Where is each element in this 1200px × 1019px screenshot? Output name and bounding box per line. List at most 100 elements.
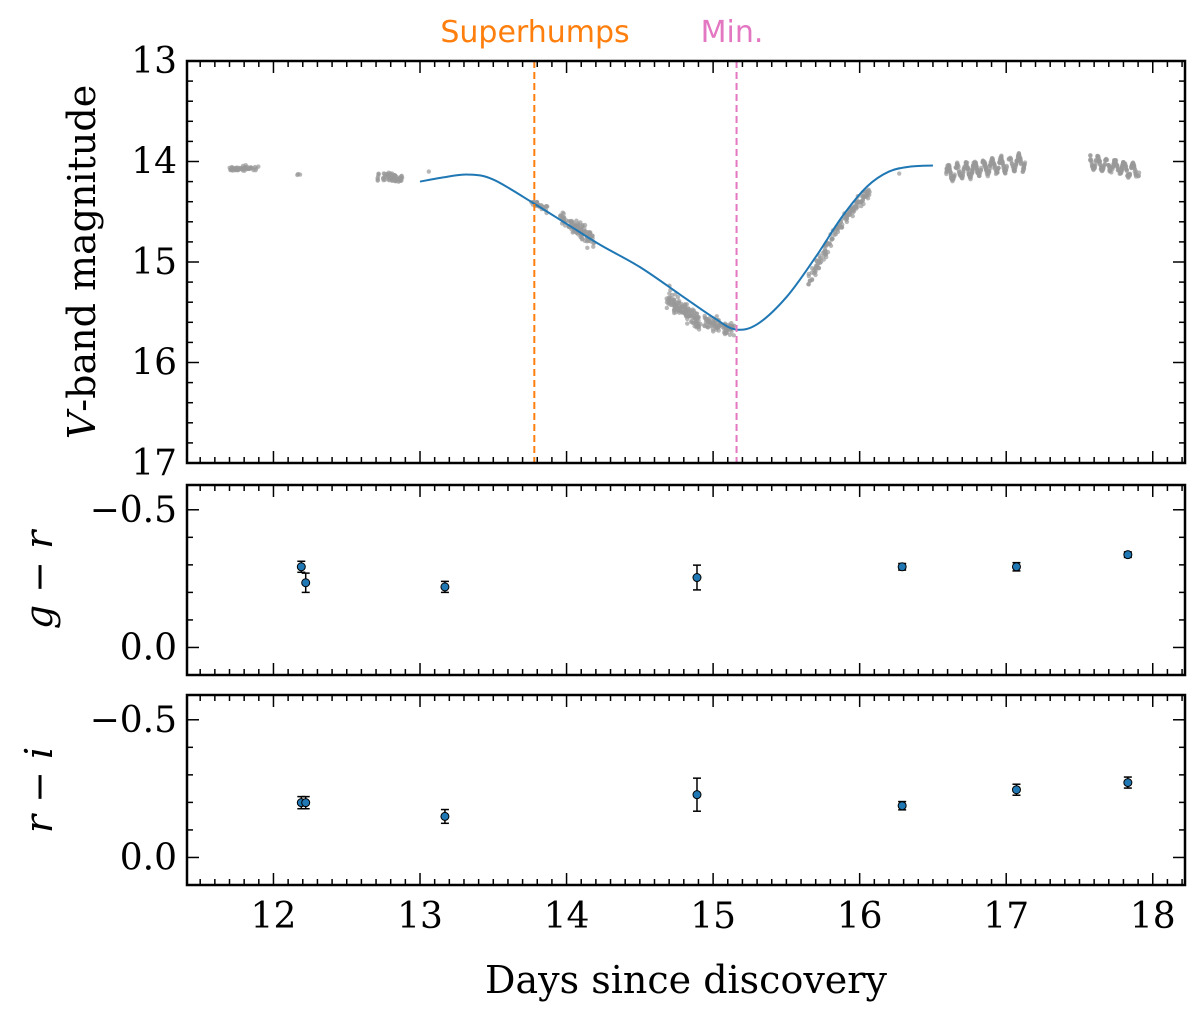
light-curve-point [668, 300, 674, 306]
light-curve-point [731, 333, 736, 338]
light-curve-point [975, 168, 980, 174]
x-tick-label: 13 [397, 896, 443, 937]
light-curve-point [832, 232, 837, 237]
light-curve-point [389, 172, 394, 178]
ylabel-top: V-band magnitude [60, 85, 104, 439]
light-curve-point [579, 237, 585, 242]
x-tick-label: 15 [690, 896, 736, 937]
light-curve-point [689, 318, 694, 324]
light-curve-point [382, 171, 387, 177]
light-curve-point [1013, 164, 1018, 170]
light-curve-point [712, 320, 717, 325]
light-curve-point [967, 175, 973, 180]
light-curve-point [246, 166, 252, 172]
light-curve-point [1136, 170, 1142, 175]
light-curve-point [1132, 166, 1138, 172]
light-curve-point [997, 159, 1003, 165]
light-curve-point [818, 255, 824, 261]
light-curve-point [683, 303, 688, 308]
light-curve-point [860, 198, 866, 203]
light-curve-point [560, 215, 565, 221]
y-tick-label: 0.0 [120, 837, 177, 878]
light-curve-point [1090, 163, 1095, 168]
panel-top-data [227, 61, 1142, 463]
light-curve-point [683, 312, 689, 318]
light-curve-point [695, 315, 700, 320]
y-tick-label: 0.0 [120, 627, 177, 668]
light-curve-point [667, 291, 672, 296]
light-curve-point [591, 244, 596, 249]
light-curve-point [704, 323, 710, 328]
light-curve-point [866, 188, 871, 194]
y-tick-label: 13 [131, 41, 177, 82]
panel-middle-frame [185, 483, 1187, 677]
light-curve-point [376, 171, 381, 176]
light-curve-point [829, 237, 835, 242]
light-curve-point [1003, 168, 1009, 173]
light-curve-point [1016, 153, 1022, 158]
light-curve-point [675, 295, 681, 300]
light-curve-point [398, 174, 404, 179]
light-curve-point [239, 165, 244, 171]
light-curve-point [585, 245, 590, 250]
light-curve-point [823, 254, 829, 260]
data-point [1123, 550, 1133, 560]
light-curve-point [664, 300, 670, 305]
light-curve-point [673, 299, 678, 304]
panel-bottom-data [296, 776, 1133, 825]
light-curve-point [897, 171, 902, 176]
light-curve-point [1120, 161, 1126, 167]
light-curve-point [946, 167, 951, 172]
light-curve-point [818, 259, 824, 265]
light-curve-point [813, 272, 818, 278]
light-curve-point [1088, 153, 1093, 158]
y-tick-label: 14 [131, 142, 177, 183]
light-curve-point [944, 171, 949, 177]
light-curve-point [664, 305, 670, 311]
data-point [301, 798, 311, 808]
light-curve-point [970, 165, 976, 170]
panel-bottom-frame [185, 693, 1187, 887]
light-curve-point [1088, 157, 1093, 162]
data-point [1011, 562, 1021, 572]
light-curve-point [961, 168, 966, 174]
light-curve-point [228, 166, 234, 172]
light-curve-point [729, 329, 734, 334]
light-curve-point [951, 176, 956, 182]
vline-label-superhumps: Superhumps [440, 15, 629, 50]
light-curve-point [426, 169, 432, 174]
data-point [1011, 785, 1021, 795]
light-curve-point [381, 176, 386, 181]
y-tick-label: 15 [131, 242, 177, 283]
light-curve-point [674, 304, 679, 309]
light-curve-point [987, 162, 993, 168]
light-curve-point [1112, 158, 1118, 163]
light-curve-point [816, 265, 822, 271]
light-curve-point [575, 221, 581, 226]
light-curve-point [1018, 159, 1023, 164]
light-curve-point [1096, 159, 1102, 164]
light-curve-point [1022, 162, 1027, 168]
light-curve-point [1104, 157, 1110, 163]
light-curve-point [1115, 164, 1120, 169]
light-curve-point [809, 270, 814, 275]
light-curve-point [715, 325, 720, 331]
light-curve-point [995, 166, 1000, 172]
x-tick-label: 14 [544, 896, 590, 937]
vline-label-min: Min. [701, 15, 764, 50]
light-curve-point [991, 161, 997, 166]
y-tick-label: −0.5 [90, 490, 177, 531]
light-curve-point [252, 164, 258, 170]
light-curve-point [670, 297, 675, 302]
light-curve-point [962, 164, 967, 169]
light-curve-point [985, 173, 991, 179]
light-curve-point [1106, 163, 1112, 169]
light-curve-point [807, 278, 813, 284]
light-curve-point [957, 172, 962, 177]
light-curve-point [233, 165, 238, 171]
light-curve-point [714, 314, 719, 319]
data-point [296, 562, 306, 572]
light-curve-point [703, 317, 709, 322]
light-curve-point [948, 173, 954, 179]
